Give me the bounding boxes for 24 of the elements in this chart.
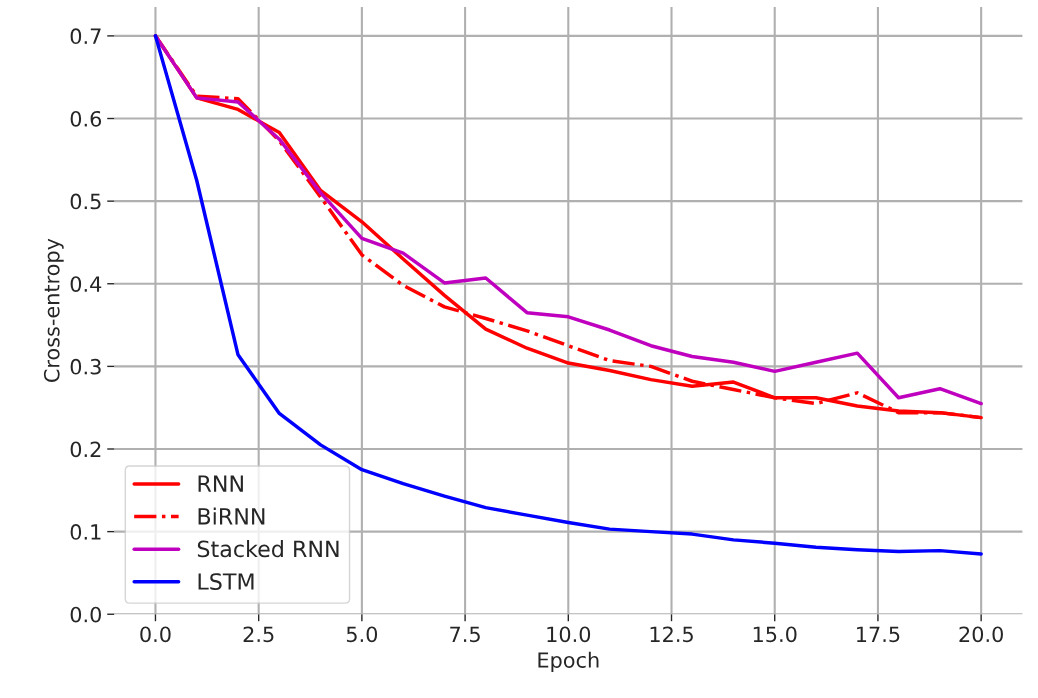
x-tick-label: 20.0: [959, 626, 1003, 643]
y-axis-title: Cross-entropy: [43, 238, 64, 383]
x-tick-label: 0.0: [140, 626, 171, 643]
line-series: [153, 34, 983, 556]
x-axis-title: Epoch: [538, 651, 599, 672]
y-tick-label: 0.6: [70, 110, 102, 127]
x-tick-label: 2.5: [243, 626, 274, 643]
y-tick-label: 0.1: [70, 524, 101, 540]
y-tick-label: 0.2: [70, 441, 101, 458]
y-tick-label: 0.3: [70, 358, 101, 375]
x-tick-label: 7.5: [450, 626, 480, 643]
y-tick-label: 0.7: [70, 28, 101, 45]
y-tick-label: 0.0: [70, 606, 101, 623]
x-tick-label: 10.0: [547, 626, 591, 643]
legend-label: BiRNN: [198, 507, 265, 525]
legend-label: Stacked RNN: [197, 540, 339, 558]
y-tick-label: 0.4: [70, 276, 102, 292]
x-tick-label: 15.0: [753, 626, 797, 643]
x-tick-label: 12.5: [650, 626, 693, 643]
x-tick-label: 17.5: [857, 626, 900, 643]
y-tick-label: 0.5: [70, 193, 101, 210]
legend-label: RNN: [198, 475, 243, 492]
legend-label: LSTM: [198, 573, 254, 590]
x-tick-label: 5.0: [346, 626, 378, 643]
